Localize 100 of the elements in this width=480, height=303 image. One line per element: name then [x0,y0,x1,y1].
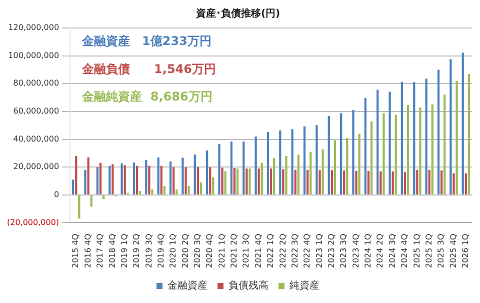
bar [221,168,224,194]
bar [248,168,251,194]
x-tick-label: 2025 1Q [412,234,422,268]
y-tick-label: 40,000,000 [13,134,60,144]
bar [440,170,443,194]
bar [72,180,74,194]
x-tick-label: 2023 4Q [351,234,360,268]
bar [99,162,102,194]
bar [431,104,434,194]
x-tick-label: 2022 4Q [302,234,312,268]
annotation: 金融負債 1,546万円 [81,62,216,76]
y-tick-label: (20,000,000) [7,218,60,227]
bar [157,157,160,194]
bar [291,129,294,194]
bar [163,186,166,194]
y-tick-label: 120,000,000 [8,23,60,32]
x-tick-label: 2025 2Q [424,234,434,268]
bar [370,121,373,194]
bar [376,90,379,194]
bar [282,169,284,194]
y-tick-label: 100,000,000 [8,50,60,60]
legend-label: 金融資産 [168,280,208,292]
legend-label: 負債残高 [228,280,268,292]
bar [437,70,440,194]
bar [90,195,92,207]
bar [322,149,324,194]
bar [194,154,196,194]
bar [78,195,80,219]
bar [425,78,428,194]
bar [355,170,358,194]
bar [428,170,430,194]
bar [148,166,150,194]
x-tick-label: 2023 2Q [327,234,336,268]
bar [266,132,270,194]
bar [318,170,321,194]
bar [209,167,212,194]
bar [392,171,394,194]
bar [358,134,360,194]
bar [419,107,422,194]
bar [196,167,200,194]
x-tick-label: 2020 3Q [193,234,202,268]
bar [151,189,154,194]
bar [87,157,90,194]
x-tick-label: 2025 3Q [436,234,446,268]
bar [404,172,406,194]
x-tick-label: 2021 1Q [217,234,226,268]
bar [246,168,248,194]
bar [400,82,404,194]
bar [394,114,397,194]
x-tick-label: 2026 1Q [460,234,470,268]
bar [84,170,86,194]
bar [242,141,245,194]
x-tick-label: 2024 2Q [376,234,385,268]
bar [200,182,202,194]
bar [364,98,366,194]
bar [169,162,172,194]
annotation: 金融純資産 8,686万円 [81,90,212,104]
bar [160,166,162,194]
bar [413,82,416,194]
bar [260,162,263,194]
bar [297,154,300,194]
annotation: 金融資産 1億233万円 [81,34,212,48]
bar [456,80,458,194]
x-tick-label: 2019 3Q [144,234,154,268]
x-tick-label: 2015 4Q [71,234,80,268]
bar [279,130,282,194]
x-tick-label: 2024 3Q [388,234,397,268]
bar [75,156,78,194]
bar [120,163,123,194]
bar [172,167,175,194]
bar [285,156,288,194]
x-tick-label: 2020 1Q [168,234,178,268]
bar [96,167,99,194]
bar [388,92,391,194]
x-tick-label: 2022 2Q [278,234,288,268]
bar [328,116,330,194]
bar [188,186,190,194]
bar [346,138,348,194]
x-tick-label: 2021 4Q [254,234,263,268]
bar [212,177,214,194]
x-tick-label: 2021 2Q [230,234,239,268]
bar [462,52,464,194]
bar [233,168,236,194]
x-tick-label: 2016 4Q [83,234,92,268]
bar [224,171,226,194]
bar [206,150,208,194]
bar [218,144,220,194]
x-tick-label: 2023 3Q [339,234,348,268]
bar [102,195,105,200]
x-tick-label: 2024 4Q [400,234,410,268]
x-tick-label: 2017 4Q [96,234,105,268]
x-tick-label: 2019 2Q [132,234,142,268]
bar [330,170,333,194]
bar [464,173,467,194]
bar [184,167,187,194]
legend-label: 純資産 [290,280,320,292]
bar [450,59,452,194]
x-tick-label: 2022 3Q [290,234,300,268]
bar [270,168,272,194]
bar [236,168,239,194]
